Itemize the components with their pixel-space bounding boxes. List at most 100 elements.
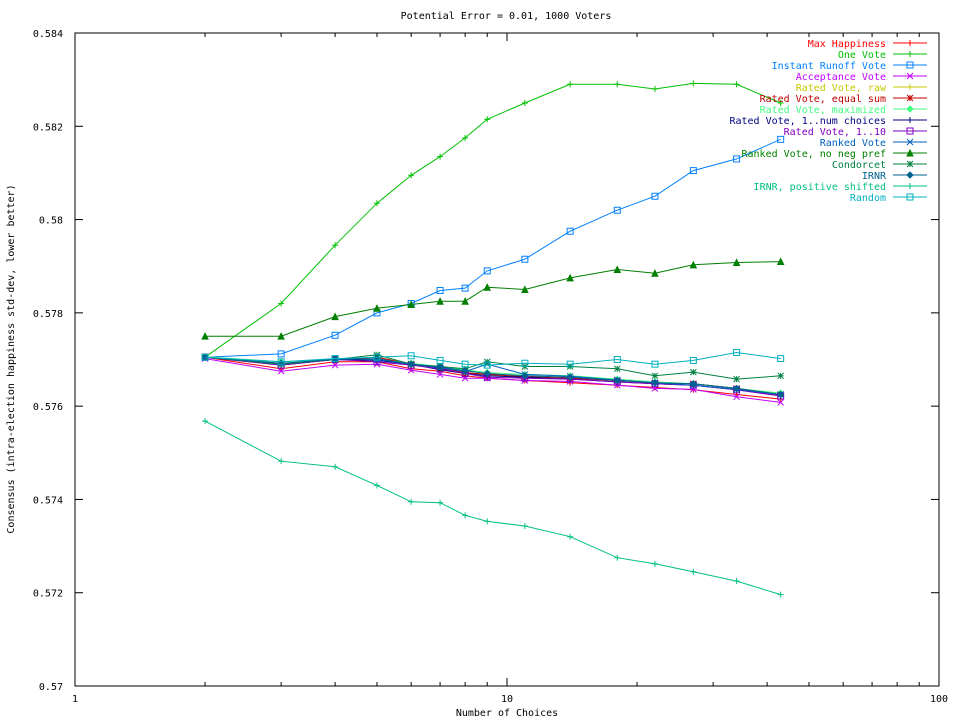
legend-marker — [906, 72, 914, 80]
marker-stroke — [906, 94, 914, 102]
marker-square — [461, 284, 469, 292]
marker-square — [906, 193, 914, 201]
legend-label: Acceptance Vote — [796, 72, 886, 83]
marker-stroke — [613, 365, 621, 373]
legend-marker — [906, 127, 914, 135]
data-point — [521, 255, 529, 263]
marker-square — [483, 361, 491, 369]
data-point — [614, 81, 621, 88]
y-tick-label: 0.582 — [33, 122, 63, 133]
y-tick-label: 0.576 — [33, 402, 63, 413]
marker-triangle — [906, 148, 914, 157]
legend-marker — [906, 193, 914, 201]
data-point — [689, 380, 698, 388]
data-point — [407, 360, 415, 368]
marker-square — [521, 359, 529, 367]
marker-diamond — [732, 384, 741, 393]
data-point — [436, 286, 444, 294]
data-point — [331, 312, 339, 321]
data-point — [436, 371, 444, 378]
marker-diamond — [906, 171, 914, 179]
marker-stroke — [777, 399, 785, 406]
marker-square — [483, 267, 491, 275]
marker-stroke — [331, 361, 339, 369]
legend-item-irnr-positive-shifted: IRNR, positive shifted — [754, 182, 927, 193]
marker-diamond — [407, 360, 415, 368]
data-point — [201, 332, 209, 340]
legend-item-acceptance-vote: Acceptance Vote — [796, 72, 927, 83]
legend-item-rated-vote-1-num-choices: Rated Vote, 1..num choices — [729, 116, 927, 127]
data-point — [732, 258, 741, 266]
data-point — [566, 273, 574, 282]
marker-diamond — [906, 105, 914, 113]
data-point — [566, 373, 574, 381]
marker-square — [373, 353, 381, 361]
data-point — [484, 116, 491, 123]
legend-item-irnr: IRNR — [862, 171, 927, 182]
y-tick-label: 0.584 — [33, 29, 63, 40]
data-point — [566, 227, 574, 235]
series-irnr — [201, 353, 785, 399]
marker-stroke — [733, 375, 740, 383]
legend-label: Rated Vote, equal sum — [760, 94, 886, 105]
data-point — [733, 349, 741, 357]
marker-triangle — [776, 257, 785, 266]
data-point — [651, 560, 658, 567]
marker-diamond — [521, 372, 529, 380]
data-point — [461, 360, 469, 368]
legend-label: Ranked Vote — [820, 138, 886, 149]
marker-triangle — [407, 300, 415, 308]
data-point — [462, 134, 469, 141]
legend-label: Random — [850, 193, 886, 204]
y-tick-label: 0.578 — [33, 309, 63, 320]
marker-square — [906, 61, 914, 69]
legend-marker — [907, 84, 913, 90]
data-point — [461, 366, 469, 375]
marker-diamond — [613, 376, 621, 385]
legend-label: IRNR — [862, 171, 887, 182]
legend-item-ranked-vote-no-neg-pref: Ranked Vote, no neg pref — [742, 148, 927, 160]
data-point — [331, 361, 339, 369]
data-point — [408, 498, 415, 505]
marker-diamond — [651, 379, 659, 387]
data-point — [613, 356, 621, 363]
data-point — [651, 269, 659, 277]
data-point — [521, 99, 528, 106]
marker-diamond — [436, 363, 444, 371]
legend-item-instant-runoff-vote: Instant Runoff Vote — [772, 61, 927, 72]
y-tick-label: 0.57 — [39, 682, 63, 693]
legend-marker — [906, 61, 914, 69]
data-point — [408, 172, 415, 179]
data-point — [484, 518, 491, 525]
data-point — [613, 365, 621, 373]
marker-square — [777, 355, 785, 363]
legend-marker — [907, 40, 913, 46]
marker-square — [277, 350, 285, 358]
marker-square — [906, 127, 914, 135]
series-instant-runoff-vote — [201, 135, 785, 361]
data-point — [777, 399, 785, 406]
data-point — [521, 372, 529, 380]
data-point — [733, 375, 740, 383]
data-point — [461, 284, 469, 292]
data-point — [202, 418, 209, 425]
x-axis-label: Number of Choices — [456, 708, 558, 719]
marker-square — [777, 135, 785, 143]
series-line — [204, 138, 781, 358]
marker-triangle — [732, 258, 741, 266]
data-point — [373, 482, 380, 489]
data-point — [483, 283, 492, 291]
x-tick-label: 1 — [72, 694, 78, 705]
data-point — [689, 368, 697, 376]
data-point — [461, 297, 469, 305]
legend-item-ranked-vote: Ranked Vote — [820, 138, 927, 149]
data-point — [733, 81, 740, 88]
series-line — [204, 351, 781, 366]
marker-square — [613, 206, 621, 214]
marker-triangle — [201, 332, 209, 340]
data-point — [332, 242, 339, 249]
data-point — [407, 300, 415, 308]
data-point — [689, 260, 698, 269]
